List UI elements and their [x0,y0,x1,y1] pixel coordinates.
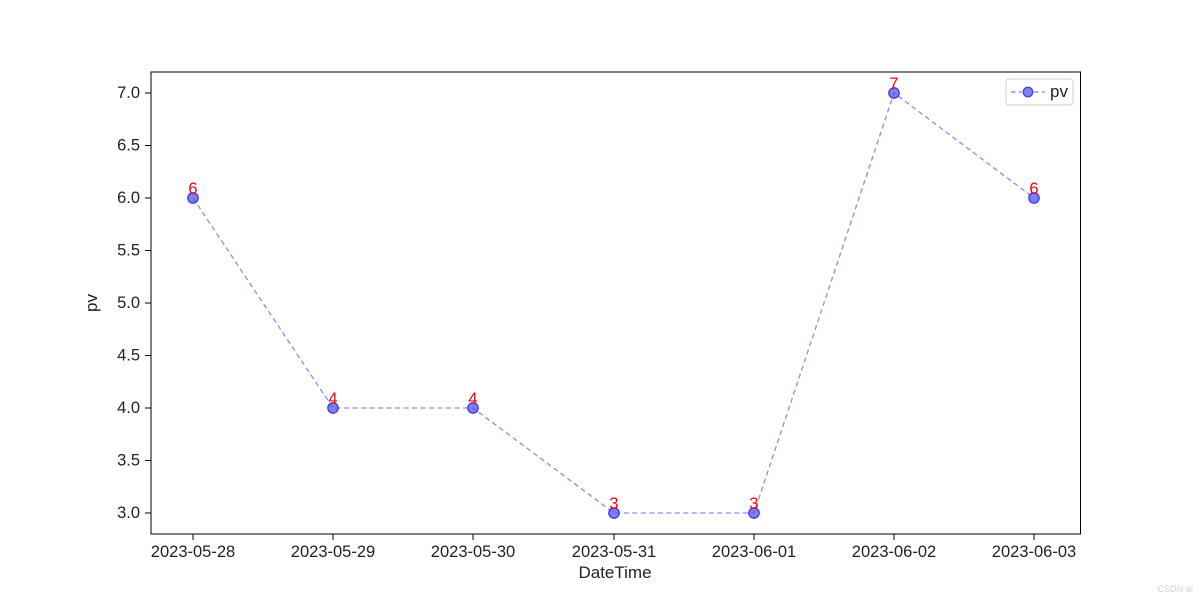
svg-text:pv: pv [1050,82,1068,101]
svg-text:pv: pv [82,294,101,312]
svg-text:2023-06-01: 2023-06-01 [712,543,796,561]
svg-text:2023-05-29: 2023-05-29 [291,543,375,561]
svg-text:7: 7 [889,75,898,93]
svg-text:2023-06-03: 2023-06-03 [992,543,1076,561]
svg-text:4.5: 4.5 [117,347,140,365]
svg-text:3: 3 [749,495,758,513]
svg-text:6: 6 [1029,180,1038,198]
svg-text:CSDN-ai: CSDN-ai [1157,584,1193,594]
svg-text:7.0: 7.0 [117,84,140,102]
svg-text:2023-05-31: 2023-05-31 [572,543,656,561]
svg-text:4: 4 [328,390,337,408]
svg-text:2023-05-28: 2023-05-28 [151,543,235,561]
svg-text:5.5: 5.5 [117,242,140,260]
svg-text:3.5: 3.5 [117,452,140,470]
svg-text:DateTime: DateTime [578,563,651,582]
svg-text:6.0: 6.0 [117,189,140,207]
svg-text:2023-05-30: 2023-05-30 [431,543,515,561]
svg-text:4: 4 [468,390,477,408]
svg-text:6: 6 [188,180,197,198]
svg-text:3: 3 [609,495,618,513]
svg-text:3.0: 3.0 [117,504,140,522]
svg-text:2023-06-02: 2023-06-02 [852,543,936,561]
svg-text:5.0: 5.0 [117,294,140,312]
svg-text:4.0: 4.0 [117,399,140,417]
svg-text:6.5: 6.5 [117,137,140,155]
